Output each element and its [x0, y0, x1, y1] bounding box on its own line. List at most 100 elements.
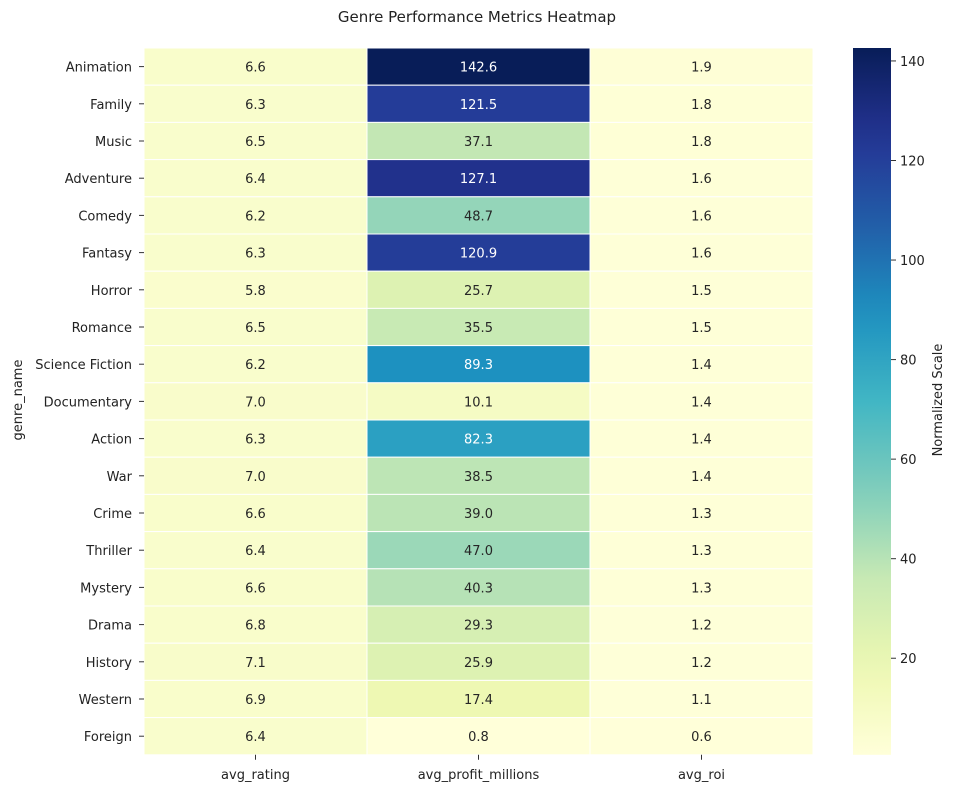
cell-value-label: 89.3 [464, 358, 493, 373]
cell-value-label: 6.3 [245, 247, 266, 262]
cell-value-label: 7.1 [245, 656, 266, 671]
cell-value-label: 0.6 [691, 730, 712, 745]
column-labels: avg_rating avg_profit_millions avg_roi [221, 754, 725, 783]
cell-value-label: 6.6 [245, 581, 266, 596]
heatmap-cell [143, 568, 368, 607]
heatmap-cell [143, 717, 368, 756]
colorbar-tick-label: 60 [900, 453, 917, 468]
row-label: Documentary [44, 395, 133, 410]
row-label: Thriller [85, 544, 132, 559]
heatmap-cell [143, 382, 368, 421]
cell-value-label: 1.3 [691, 544, 712, 559]
row-label: Science Fiction [35, 358, 132, 373]
row-label: Romance [72, 321, 132, 336]
cell-value-label: 142.6 [460, 61, 497, 76]
heatmap-cell [366, 605, 591, 644]
cell-value-label: 1.4 [691, 358, 712, 373]
heatmap-cells: 6.6 142.6 1.9 6.3 121.5 1.8 6.5 37.1 1.8 6.4 127.1… [143, 47, 814, 756]
y-axis-label: genre_name [11, 360, 26, 441]
row-label: Drama [88, 619, 132, 634]
heatmap-cell [589, 270, 814, 309]
heatmap-cell [366, 642, 591, 681]
heatmap-cell [589, 84, 814, 123]
heatmap-cell [366, 47, 591, 86]
row-labels: Animation Family Music Adventure Comedy Fanta… [35, 61, 144, 745]
row-label: Western [79, 693, 132, 708]
colorbar-tick-label: 40 [900, 553, 917, 568]
cell-value-label: 1.6 [691, 172, 712, 187]
row-label: Foreign [84, 730, 132, 745]
cell-value-label: 25.9 [464, 656, 493, 671]
row-label: Action [91, 433, 132, 448]
heatmap-cell [589, 233, 814, 272]
cell-value-label: 1.8 [691, 98, 712, 113]
colorbar-tick-label: 140 [900, 55, 925, 70]
row-label: Fantasy [82, 247, 132, 262]
cell-value-label: 1.4 [691, 395, 712, 410]
cell-value-label: 6.6 [245, 507, 266, 522]
cell-value-label: 48.7 [464, 209, 493, 224]
colorbar: 20 40 60 80 100 120 140 [853, 48, 925, 755]
heatmap-cell [366, 270, 591, 309]
cell-value-label: 1.6 [691, 247, 712, 262]
cell-value-label: 7.0 [245, 470, 266, 485]
cell-value-label: 120.9 [460, 247, 497, 262]
colorbar-tick-label: 120 [900, 154, 925, 169]
heatmap-cell [366, 233, 591, 272]
cell-value-label: 6.9 [245, 693, 266, 708]
cell-value-label: 6.5 [245, 321, 266, 336]
cell-value-label: 1.3 [691, 581, 712, 596]
heatmap-cell [366, 382, 591, 421]
colorbar-label: Normalized Scale [931, 344, 946, 457]
heatmap-cell [589, 642, 814, 681]
cell-value-label: 82.3 [464, 433, 493, 448]
cell-value-label: 1.6 [691, 209, 712, 224]
heatmap-cell [143, 159, 368, 198]
cell-value-label: 40.3 [464, 581, 493, 596]
heatmap-cell [143, 270, 368, 309]
cell-value-label: 1.8 [691, 135, 712, 150]
heatmap-cell [366, 307, 591, 347]
cell-value-label: 1.1 [691, 693, 712, 708]
cell-value-label: 6.3 [245, 98, 266, 113]
row-label: Horror [91, 284, 133, 299]
colorbar-tick-label: 80 [900, 354, 917, 369]
colorbar-tick-label: 100 [900, 254, 925, 269]
cell-value-label: 6.4 [245, 730, 266, 745]
colorbar-gradient [853, 48, 891, 755]
heatmap-cell [366, 121, 591, 161]
cell-value-label: 5.8 [245, 284, 266, 299]
heatmap-cell [143, 605, 368, 644]
heatmap-cell [143, 493, 368, 533]
column-label: avg_roi [678, 768, 725, 783]
heatmap-cell [143, 642, 368, 681]
heatmap-cell [143, 419, 368, 458]
column-label: avg_profit_millions [418, 768, 540, 783]
heatmap-cell [143, 307, 368, 347]
cell-value-label: 35.5 [464, 321, 493, 336]
cell-value-label: 37.1 [464, 135, 493, 150]
row-label: Adventure [65, 172, 132, 187]
cell-value-label: 38.5 [464, 470, 493, 485]
row-label: History [86, 656, 133, 671]
cell-value-label: 1.4 [691, 470, 712, 485]
cell-value-label: 1.3 [691, 507, 712, 522]
heatmap-cell [366, 196, 591, 235]
cell-value-label: 25.7 [464, 284, 493, 299]
heatmap-cell [143, 531, 368, 570]
cell-value-label: 1.5 [691, 284, 712, 299]
cell-value-label: 29.3 [464, 619, 493, 634]
cell-value-label: 0.8 [468, 730, 489, 745]
heatmap-cell [589, 345, 814, 384]
heatmap-cell [589, 47, 814, 86]
heatmap-cell [589, 493, 814, 533]
cell-value-label: 39.0 [464, 507, 493, 522]
cell-value-label: 1.5 [691, 321, 712, 336]
row-label: War [107, 470, 133, 485]
heatmap-cell [589, 568, 814, 607]
cell-value-label: 10.1 [464, 395, 493, 410]
cell-value-label: 121.5 [460, 98, 497, 113]
heatmap-cell [589, 456, 814, 495]
heatmap-cell [589, 382, 814, 421]
